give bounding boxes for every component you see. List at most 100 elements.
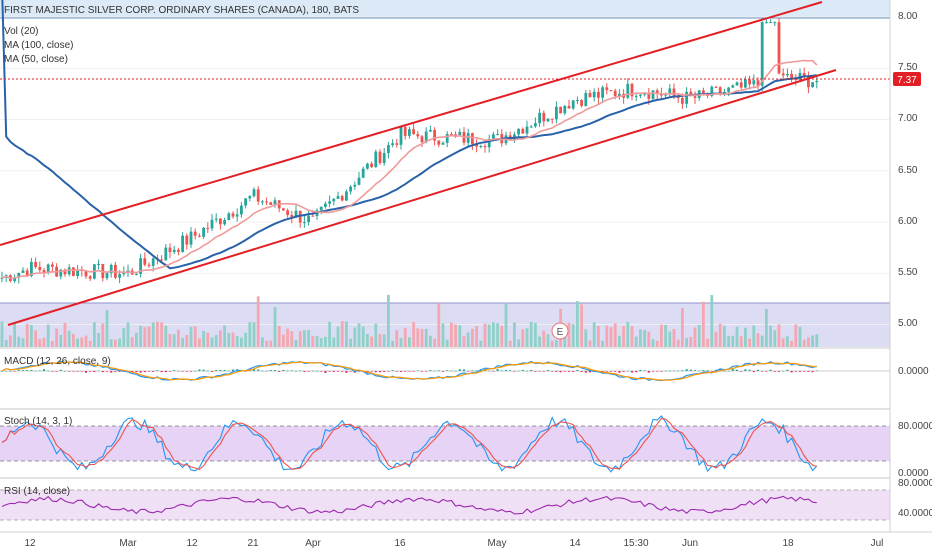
candle-body (261, 201, 264, 203)
candle-body (105, 273, 109, 279)
volume-bar (38, 339, 42, 347)
macd-hist-bar (295, 370, 297, 372)
macd-hist-bar (72, 371, 75, 372)
macd-hist-bar (219, 369, 222, 371)
candle-body (76, 269, 79, 277)
macd-hist-bar (773, 371, 776, 372)
macd-hist-bar (223, 369, 226, 371)
volume-bar (492, 322, 495, 347)
macd-tick: 0.0000 (898, 366, 929, 377)
macd-hist-bar (639, 369, 642, 371)
candle-body (487, 138, 491, 148)
candle-body (248, 196, 252, 199)
macd-hist-bar (139, 371, 142, 373)
candle-body (517, 128, 520, 135)
macd-hist-bar (299, 370, 302, 372)
candle-body (38, 266, 42, 271)
volume-bar (685, 337, 688, 347)
macd-hist-bar (429, 370, 432, 371)
macd-hist-bar (282, 369, 285, 371)
volume-bar (496, 323, 499, 347)
volume-bar (445, 339, 449, 347)
volume-bar (370, 336, 373, 347)
candle-body (135, 273, 138, 275)
volume-bar (315, 335, 319, 347)
candle-body (613, 90, 617, 97)
candle-body (454, 134, 457, 136)
macd-hist-bar (412, 371, 415, 372)
candle-body (424, 131, 428, 143)
macd-hist-bar (93, 371, 96, 373)
macd-hist-bar (211, 371, 213, 372)
volume-bar (311, 336, 315, 347)
candle-body (811, 82, 814, 88)
volume-bar (109, 339, 113, 347)
volume-bar (202, 330, 205, 347)
candle-body (240, 205, 243, 215)
earnings-marker[interactable] (551, 322, 569, 340)
candle-body (731, 85, 735, 88)
macd-hist-bar (387, 371, 390, 372)
volume-bar (135, 332, 138, 347)
grid (0, 16, 890, 325)
candle-body (597, 91, 600, 98)
macd-signal-line (1, 361, 817, 381)
volume-bar (777, 324, 781, 347)
macd-hist-bar (395, 371, 398, 372)
macd-hist-bar (215, 370, 218, 371)
candle-body (399, 126, 403, 145)
volume-bar (391, 340, 394, 347)
candle-body (340, 196, 344, 201)
macd-hist-bar (677, 370, 680, 372)
candle-body (445, 133, 449, 143)
candle-body (567, 105, 571, 109)
macd-hist-bar (694, 370, 696, 371)
macd-hist-bar (341, 371, 344, 372)
macd-hist-bar (30, 369, 33, 371)
volume-bar (189, 326, 193, 347)
macd-hist-bar (26, 370, 29, 371)
volume-bar (307, 330, 310, 347)
volume-bar (244, 332, 247, 347)
candle-body (256, 189, 260, 202)
volume-bar (424, 328, 428, 347)
candle-body (702, 90, 705, 94)
candle-body (429, 129, 432, 132)
candle-body (0, 277, 4, 279)
stoch-k-line (1, 415, 818, 473)
macd-hist-bar (778, 371, 780, 372)
volume-bar (500, 325, 504, 347)
volume-bar (639, 329, 642, 347)
volume-bar (101, 323, 105, 347)
volume-bar (618, 335, 621, 347)
macd-hist-bar (572, 371, 575, 372)
macd-hist-bar (164, 371, 167, 373)
volume-bar (219, 330, 222, 347)
candle-body (630, 83, 634, 97)
volume-bar (689, 336, 693, 347)
candle-body (345, 191, 348, 201)
candle-body (584, 92, 588, 106)
candle-body (483, 146, 487, 148)
volume-bar (156, 321, 159, 347)
volume-bar (613, 323, 617, 347)
volume-bar (584, 329, 588, 347)
last-price-label: 7.37 (897, 75, 917, 86)
macd-hist-bar (320, 371, 323, 372)
volume-bar (130, 337, 134, 347)
macd-hist-bar (101, 371, 104, 373)
candle-body (332, 198, 336, 202)
macd-hist-bar (555, 371, 558, 372)
volume-bar (668, 331, 672, 347)
volume-bar (807, 337, 810, 347)
macd-hist-bar (85, 371, 87, 373)
macd-hist-bar (47, 370, 50, 372)
macd-hist-bar (290, 370, 293, 371)
candle-body (370, 163, 373, 168)
stoch-tick: 80.0000 (898, 421, 932, 432)
candle-body (164, 247, 168, 261)
candle-body (412, 129, 415, 135)
candle-body (252, 189, 256, 197)
macd-hist-bar (668, 370, 671, 372)
